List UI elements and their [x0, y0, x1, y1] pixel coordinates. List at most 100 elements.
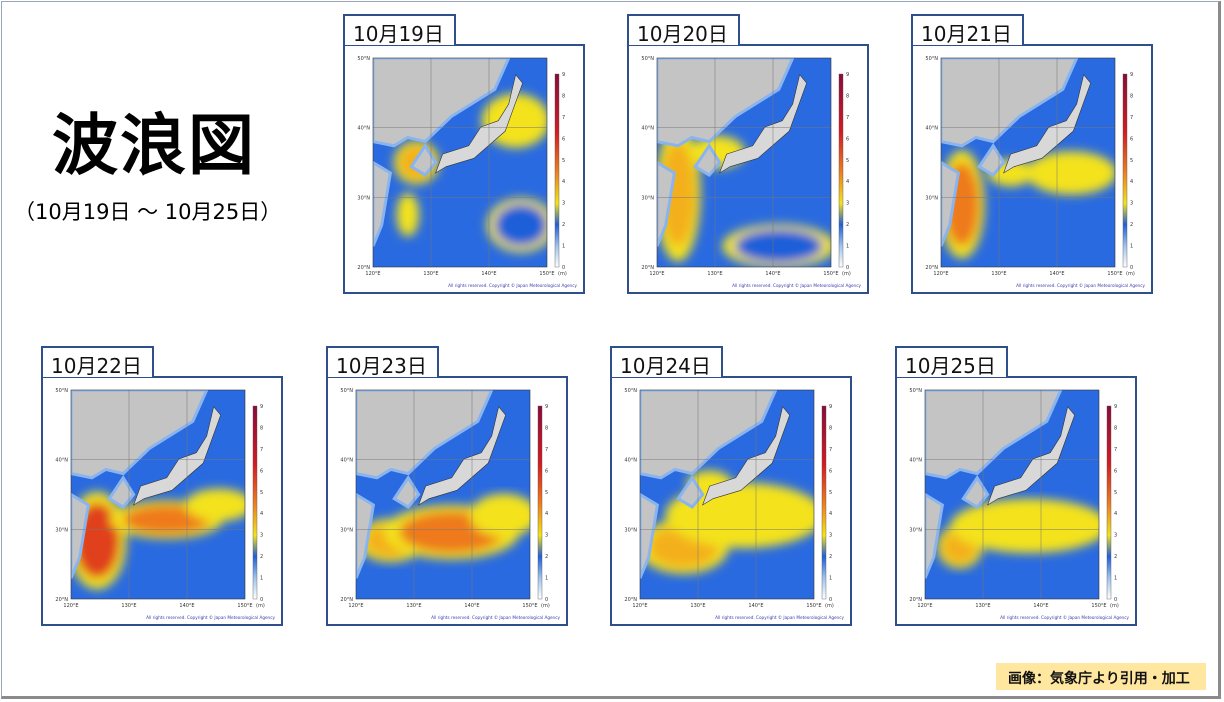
colorbar-tick: 5 — [545, 490, 548, 496]
lat-label: 20°N — [624, 597, 637, 603]
lat-label: 20°N — [357, 265, 370, 271]
lat-label: 20°N — [55, 597, 68, 603]
lon-label: 130°E — [423, 271, 438, 277]
colorbar-tick: 4 — [1130, 179, 1133, 185]
date-label: 10月24日 — [610, 346, 723, 378]
lat-label: 50°N — [624, 388, 637, 394]
lat-label: 40°N — [624, 458, 637, 464]
wave-area — [477, 498, 530, 533]
date-label: 10月20日 — [627, 14, 740, 46]
wave-area — [123, 504, 211, 535]
japan-land — [418, 406, 506, 506]
lat-label: 30°N — [641, 195, 654, 201]
lon-label: 130°E — [991, 271, 1006, 277]
colorbar-tick: 8 — [829, 425, 832, 431]
wave-map: 50°N 40°N 30°N 20°N 120°E 130°E 140°E 150°E 0 1 2 3… — [610, 376, 852, 626]
wave-area — [660, 141, 696, 247]
lon-label: 130°E — [690, 603, 705, 609]
copyright: All rights reserved. Copyright © Japan M… — [1016, 283, 1145, 288]
lon-label: 120°E — [63, 603, 78, 609]
colorbar-tick: 0 — [562, 265, 565, 271]
wave-map: 50°N 40°N 30°N 20°N 120°E 130°E 140°E 150°E 0 1 2 3… — [41, 376, 283, 626]
colorbar-tick: 8 — [846, 93, 849, 99]
colorbar-tick: 7 — [846, 115, 849, 121]
colorbar-unit: (m) — [541, 603, 550, 609]
japan-land — [133, 406, 221, 506]
colorbar-tick: 2 — [562, 222, 565, 228]
land — [640, 390, 778, 579]
lon-label: 120°E — [632, 603, 647, 609]
wave-area — [968, 504, 1091, 547]
colorbar-tick: 0 — [1130, 265, 1133, 271]
colorbar-tick: 1 — [562, 244, 565, 250]
wave-map: 50°N 40°N 30°N 20°N 120°E 130°E 140°E 150°E 0 1 2 3… — [326, 376, 568, 626]
lat-label: 20°N — [641, 265, 654, 271]
lon-label: 130°E — [975, 603, 990, 609]
lon-label: 150°E — [237, 603, 252, 609]
wave-area — [993, 162, 1028, 184]
lon-label: 130°E — [406, 603, 421, 609]
colorbar-tick: 4 — [829, 511, 832, 517]
colorbar-tick: 8 — [260, 425, 263, 431]
colorbar-tick: 3 — [1130, 201, 1133, 207]
lat-label: 40°N — [641, 126, 654, 132]
lon-label: 120°E — [365, 271, 380, 277]
colorbar-tick: 9 — [829, 404, 832, 410]
wave-map-panel: 50°N 40°N 30°N 20°N 120°E 130°E 140°E 150°E 0 1 2 3… — [895, 346, 1137, 626]
land — [356, 390, 494, 579]
lon-label: 150°E — [1091, 603, 1106, 609]
colorbar — [821, 405, 827, 600]
colorbar-tick: 7 — [829, 447, 832, 453]
lat-label: 50°N — [357, 56, 370, 62]
image-credit: 画像：気象庁より引用・加工 — [996, 663, 1206, 690]
colorbar-tick: 9 — [1130, 72, 1133, 78]
colorbar-tick: 0 — [1114, 597, 1117, 603]
wave-map-panel: 50°N 40°N 30°N 20°N 120°E 130°E 140°E 150°E 0 1 2 3… — [326, 346, 568, 626]
colorbar-tick: 0 — [545, 597, 548, 603]
colorbar-tick: 6 — [829, 468, 832, 474]
colorbar-tick: 8 — [545, 425, 548, 431]
lat-label: 40°N — [925, 126, 938, 132]
lon-label: 140°E — [464, 603, 479, 609]
colorbar-unit: (m) — [825, 603, 834, 609]
lon-label: 150°E — [1107, 271, 1122, 277]
wave-area — [494, 204, 547, 247]
date-range: （10月19日 ～ 10月25日） — [14, 200, 282, 224]
colorbar-tick: 3 — [1114, 533, 1117, 539]
lat-label: 50°N — [55, 388, 68, 394]
land — [925, 390, 1063, 579]
colorbar-tick: 2 — [846, 222, 849, 228]
colorbar-tick: 7 — [562, 115, 565, 121]
japan-land — [719, 74, 807, 174]
lon-label: 150°E — [806, 603, 821, 609]
colorbar-tick: 7 — [1130, 115, 1133, 121]
date-label: 10月25日 — [895, 346, 1008, 378]
lat-label: 30°N — [55, 527, 68, 533]
colorbar-tick: 5 — [846, 158, 849, 164]
colorbar-tick: 5 — [260, 490, 263, 496]
japan-land — [987, 406, 1075, 506]
lon-label: 140°E — [748, 603, 763, 609]
colorbar-unit: (m) — [256, 603, 265, 609]
land — [941, 58, 1079, 247]
colorbar-tick: 8 — [1130, 93, 1133, 99]
lon-label: 140°E — [1049, 271, 1064, 277]
lon-label: 150°E — [522, 603, 537, 609]
lon-label: 140°E — [179, 603, 194, 609]
wave-map-panel: 50°N 40°N 30°N 20°N 120°E 130°E 140°E 150°E 0 1 2 3… — [343, 14, 585, 294]
colorbar-tick: 5 — [1114, 490, 1117, 496]
colorbar-unit: (m) — [842, 271, 851, 277]
lat-label: 20°N — [909, 597, 922, 603]
colorbar-tick: 7 — [1114, 447, 1117, 453]
japan-land — [1003, 74, 1091, 174]
lon-label: 120°E — [649, 271, 664, 277]
lon-label: 150°E — [539, 271, 554, 277]
colorbar-tick: 4 — [260, 511, 263, 517]
date-label: 10月22日 — [41, 346, 154, 378]
colorbar-tick: 1 — [846, 244, 849, 250]
japan-land — [702, 406, 790, 506]
lat-label: 20°N — [925, 265, 938, 271]
wave-map-panel: 50°N 40°N 30°N 20°N 120°E 130°E 140°E 150°E 0 1 2 3… — [610, 346, 852, 626]
colorbar-tick: 7 — [260, 447, 263, 453]
